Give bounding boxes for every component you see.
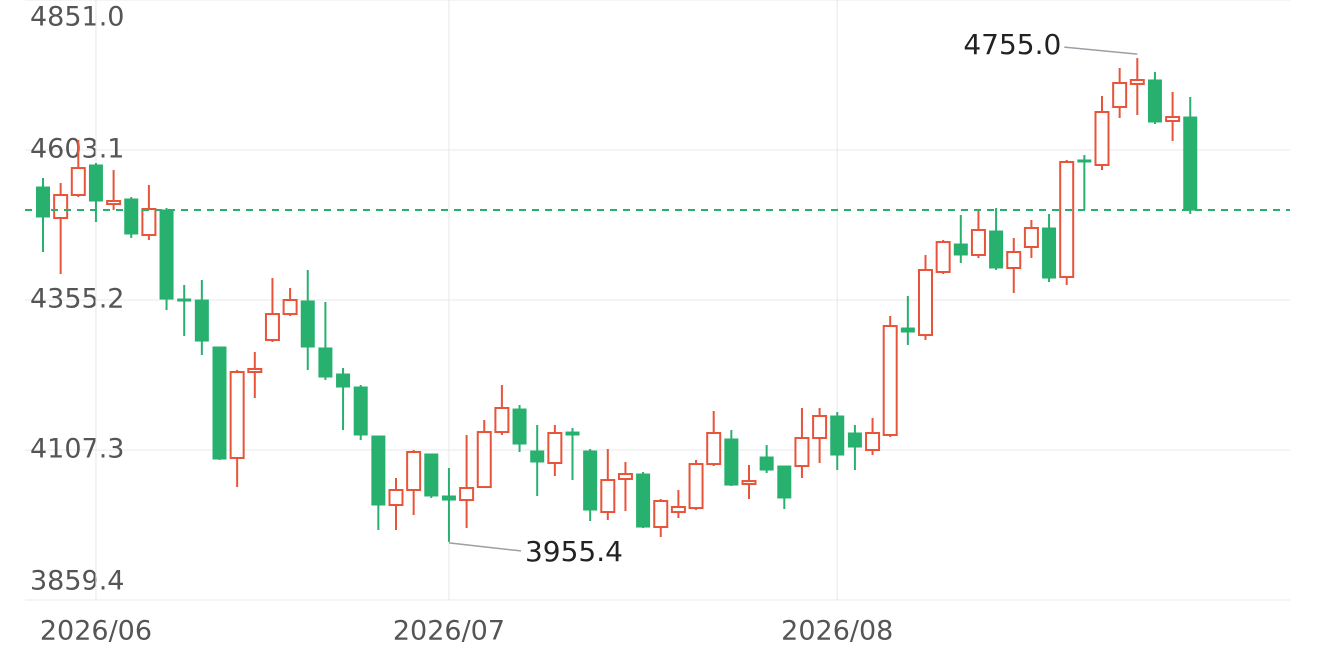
- candle-body: [1112, 82, 1128, 108]
- candle-body: [741, 480, 757, 486]
- candle-body: [36, 186, 50, 218]
- candle-body: [70, 167, 86, 197]
- candle-body: [159, 209, 174, 300]
- candle-body: [918, 268, 933, 337]
- candle-body: [1042, 227, 1057, 279]
- y-tick-label: 3859.4: [30, 566, 124, 597]
- candle-body: [194, 299, 209, 342]
- x-tick-label: 2026/06: [40, 616, 152, 647]
- annotation-leader: [1064, 46, 1138, 55]
- candle-body: [953, 243, 968, 256]
- candle-body: [406, 450, 422, 491]
- candle-body: [1165, 116, 1181, 123]
- candle-body: [547, 431, 563, 465]
- candle-body: [653, 500, 669, 529]
- candle-body: [1129, 78, 1145, 85]
- candle-body: [247, 367, 263, 374]
- candle-body: [388, 488, 404, 507]
- candle-body: [1094, 111, 1110, 167]
- annotation-label: 4755.0: [963, 28, 1061, 61]
- candle-body: [777, 465, 792, 499]
- x-tick-label: 2026/08: [781, 616, 893, 647]
- candle-body: [476, 431, 492, 489]
- candle-body: [1147, 79, 1162, 123]
- candle-body: [53, 194, 69, 220]
- y-tick-label: 4107.3: [30, 434, 124, 465]
- candle-body: [106, 200, 122, 206]
- candle-body: [124, 198, 139, 235]
- x-tick-label: 2026/07: [393, 616, 505, 647]
- candle-body: [512, 408, 527, 445]
- candle-body: [882, 325, 898, 436]
- candle-body: [353, 386, 368, 436]
- candle-body: [371, 435, 386, 506]
- candle-body: [600, 479, 616, 514]
- annotation-leader: [448, 542, 522, 552]
- y-tick-label: 4603.1: [30, 134, 124, 165]
- candle-body: [229, 371, 245, 459]
- y-tick-label: 4851.0: [30, 2, 124, 33]
- candle-body: [847, 432, 862, 448]
- candle-body: [583, 450, 598, 511]
- candle-body: [565, 431, 580, 436]
- candle-body: [830, 415, 845, 456]
- candle-body: [670, 505, 686, 514]
- candle-body: [970, 228, 986, 256]
- candle-body: [935, 241, 951, 273]
- candle-body: [177, 298, 192, 302]
- candle-body: [424, 453, 439, 497]
- candle-body: [900, 327, 915, 333]
- candle-body: [1006, 251, 1022, 269]
- candle-body: [141, 207, 157, 237]
- candle-body: [88, 164, 103, 202]
- candle-body: [989, 230, 1004, 269]
- candle-body: [1077, 159, 1092, 163]
- candle-body: [318, 347, 333, 378]
- candle-body: [530, 450, 545, 463]
- y-tick-label: 4355.2: [30, 284, 124, 315]
- candle-body: [300, 300, 315, 348]
- candle-body: [282, 299, 298, 316]
- candle-body: [1059, 160, 1075, 279]
- candle-body: [636, 473, 651, 528]
- candle-body: [688, 463, 704, 510]
- candle-body: [441, 495, 456, 501]
- candle-body: [494, 407, 510, 434]
- candle-body: [812, 414, 828, 440]
- candle-body: [724, 438, 739, 486]
- candle-body: [459, 486, 475, 502]
- candle-body: [865, 431, 881, 451]
- candle-body: [336, 373, 351, 388]
- candle-body: [1023, 226, 1039, 248]
- candle-body: [794, 437, 810, 468]
- candle-body: [617, 473, 633, 480]
- annotation-label: 3955.4: [525, 535, 623, 568]
- candle-body: [264, 313, 280, 341]
- candle-body: [706, 431, 722, 466]
- candle-body: [759, 456, 774, 471]
- candle-body: [1183, 116, 1198, 211]
- candle-body: [212, 346, 227, 460]
